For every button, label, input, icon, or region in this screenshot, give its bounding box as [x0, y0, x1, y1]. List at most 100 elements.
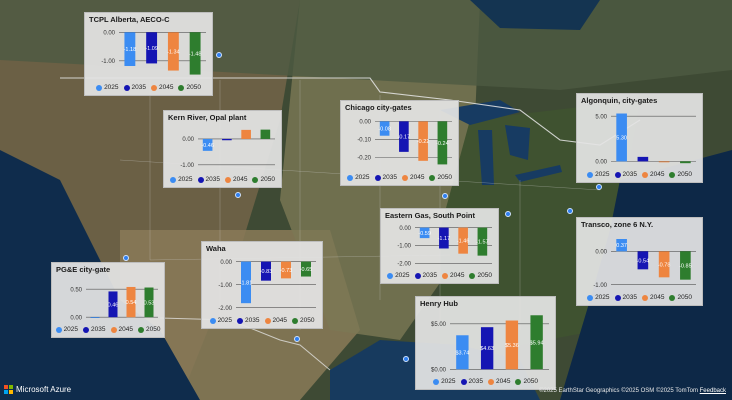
bar-2025[interactable] [90, 317, 100, 318]
legend-item: 2050 [291, 317, 314, 324]
card-waha[interactable]: Waha 0.00 -1.00 -2.00 -1.81 -0.83 -0.73 -0.65 2… [201, 241, 323, 329]
legend-swatch-icon [488, 378, 494, 385]
tick-label: -1.00 [101, 59, 115, 65]
legend-swatch-icon [614, 171, 621, 178]
legend-swatch-icon [669, 294, 676, 301]
legend-item: 2025 [209, 317, 232, 324]
data-label: -0.08 [378, 127, 391, 133]
legend-swatch-icon [642, 294, 648, 301]
bar-2050[interactable] [301, 261, 311, 277]
bar-2035[interactable] [399, 121, 409, 152]
card-tcpl-alberta[interactable]: TCPL Alberta, AECO-C 0.00 -1.00 -1.18 -1.09… [84, 12, 213, 96]
bar-2050[interactable] [260, 129, 271, 139]
legend-item: 2035 [197, 176, 220, 183]
legend-label: 2035 [622, 171, 637, 178]
brand-label: Microsoft Azure [16, 385, 72, 394]
pin-tcpl-alberta[interactable] [216, 52, 222, 58]
data-label: 0.54 [126, 300, 137, 306]
bar-2045[interactable] [458, 227, 468, 254]
tick-label: 5.00 [595, 114, 607, 120]
legend-swatch-icon [209, 317, 216, 324]
bar-chart: 0.00 -1.00 0.37 -0.54 -0.78 -0.85 [593, 239, 696, 289]
bar-2050[interactable] [144, 287, 154, 318]
data-label: -0.65 [300, 267, 313, 273]
feedback-link[interactable]: Feedback [699, 388, 726, 394]
bar-2045[interactable] [658, 161, 670, 163]
legend-item: 2025 [587, 171, 610, 178]
legend-swatch-icon [642, 171, 648, 178]
card-title: Henry Hub [420, 299, 458, 308]
bar-2045[interactable] [241, 129, 251, 139]
pin-algonquin[interactable] [596, 184, 602, 190]
bar-2045[interactable] [167, 32, 179, 71]
card-pge[interactable]: PG&E city-gate 0.50 0.00 0.46 0.54 0.53 2025 2… [51, 262, 165, 338]
legend-item: 2045 [151, 84, 173, 91]
pin-chicago[interactable] [442, 193, 448, 199]
bar-2035[interactable] [108, 291, 118, 318]
bar-2025[interactable] [456, 335, 469, 370]
bar-2035[interactable] [222, 138, 232, 141]
bar-2025[interactable] [124, 32, 136, 66]
legend-item: 2025 [55, 326, 78, 333]
legend-item: 2050 [252, 176, 275, 183]
bar-2050[interactable] [437, 121, 448, 165]
card-transco[interactable]: Transco, zone 6 N.Y. 0.00 -1.00 0.37 -0.54 -… [576, 217, 703, 306]
copyright-text: ©2025 EarthStar Geographics ©2025 OSM ©2… [539, 388, 698, 394]
legend-label: 2035 [422, 272, 437, 279]
legend-item: 2045 [225, 176, 247, 183]
tick-label: -2.00 [397, 262, 411, 268]
card-title: Eastern Gas, South Point [385, 211, 476, 220]
bar-2050[interactable] [189, 32, 201, 75]
data-label: -0.78 [658, 262, 671, 268]
pin-kern-river[interactable] [235, 192, 241, 198]
data-label: -0.85 [679, 264, 692, 270]
legend-item: 2050 [178, 84, 201, 91]
bar-2045[interactable] [505, 320, 519, 370]
bar-2025[interactable] [616, 239, 627, 252]
bar-2045[interactable] [658, 251, 670, 278]
card-chicago[interactable]: Chicago city-gates 0.00 -0.10 -0.20 -0.08 -0… [340, 100, 459, 186]
pin-pge[interactable] [123, 255, 129, 261]
pin-henry-hub[interactable] [403, 356, 409, 362]
legend-swatch-icon [347, 174, 354, 181]
legend: 2025 2035 2045 2050 [416, 378, 555, 385]
data-label: -0.59 [418, 231, 431, 237]
bar-2035[interactable] [637, 156, 649, 162]
bar-2045[interactable] [281, 261, 291, 279]
card-kern-river[interactable]: Kern River, Opal plant 0.00 -1.00 -0.46 202… [163, 110, 282, 188]
bar-2025[interactable] [616, 113, 627, 162]
card-title: TCPL Alberta, AECO-C [89, 15, 170, 24]
legend-label: 2035 [468, 378, 483, 385]
legend-label: 2025 [104, 84, 119, 91]
bar-2035[interactable] [261, 261, 271, 281]
bar-2035[interactable] [637, 251, 649, 270]
legend: 2025 2035 2045 2050 [577, 171, 702, 178]
bar-2025[interactable] [241, 261, 251, 304]
legend-swatch-icon [587, 294, 594, 301]
legend-item: 2045 [110, 326, 133, 333]
bar-2025[interactable] [379, 121, 390, 136]
tick-label: 0.00 [595, 160, 607, 166]
legend-swatch-icon [460, 378, 467, 385]
bar-2025[interactable] [419, 227, 430, 239]
bar-2050[interactable] [530, 315, 543, 370]
legend-swatch-icon [669, 171, 676, 178]
card-eastern-gas[interactable]: Eastern Gas, South Point 0.00 -1.00 -2.00 -… [380, 208, 499, 284]
bar-chart: 0.00 -1.00 -2.00 -1.81 -0.83 -0.73 -0.65 [218, 260, 316, 312]
bar-2045[interactable] [418, 121, 428, 161]
pin-eastern-gas[interactable] [505, 211, 511, 217]
bar-2050[interactable] [680, 251, 691, 280]
bar-2035[interactable] [480, 327, 494, 370]
bar-2045[interactable] [126, 286, 136, 318]
pin-waha[interactable] [294, 336, 300, 342]
bar-2050[interactable] [680, 161, 691, 164]
bar-2035[interactable] [146, 32, 158, 64]
bar-2025[interactable] [202, 138, 213, 151]
bar-2035[interactable] [439, 227, 449, 249]
legend-item: 2025 [347, 174, 370, 181]
bar-2050[interactable] [477, 227, 488, 256]
card-henry-hub[interactable]: Henry Hub $5.00 $0.00 $3.74 $4.63 $5.36 $5.94… [415, 296, 556, 390]
pin-transco[interactable] [567, 208, 573, 214]
card-algonquin[interactable]: Algonquin, city-gates 5.00 0.00 5.30 2025 20… [576, 93, 703, 183]
